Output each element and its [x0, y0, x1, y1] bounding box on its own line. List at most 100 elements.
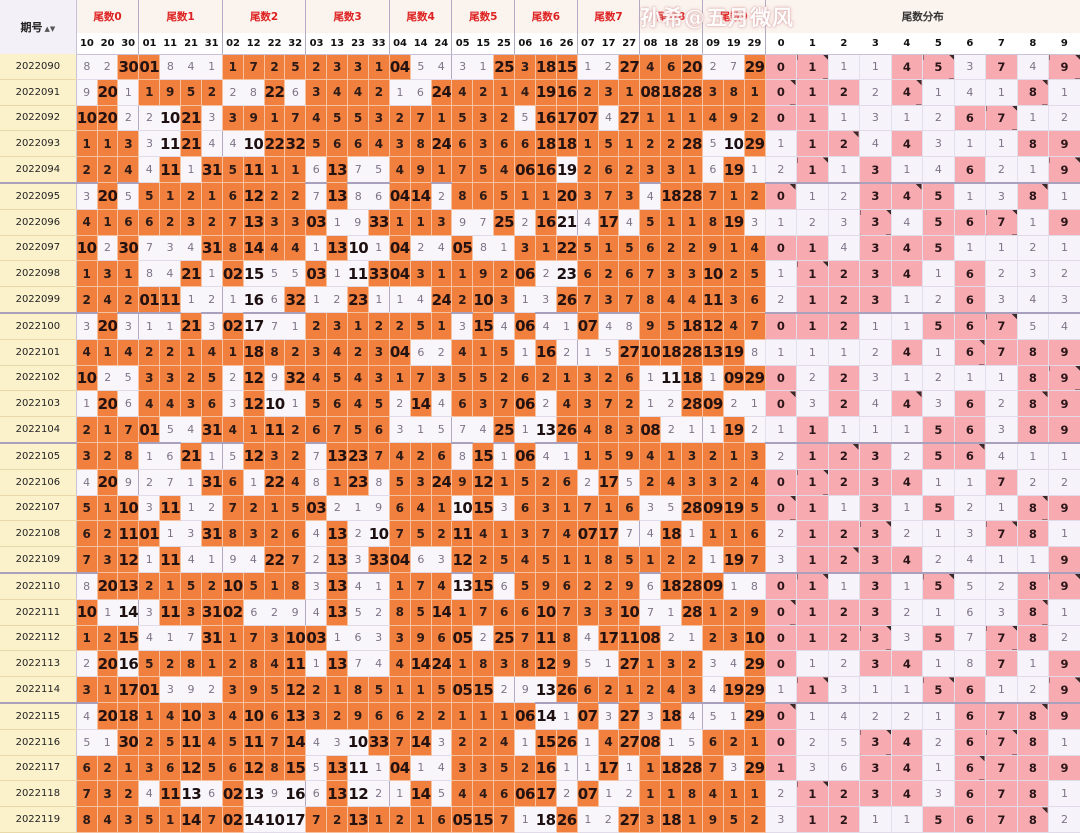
hit-cell: 13 [326, 156, 349, 184]
table-row[interactable]: 2022118 7 3 2 4 11 13 6 02 13 9 16 6 13 12 2 1 14 5 4 4 6 06 17… [0, 780, 1080, 808]
hit-cell: 1 [451, 702, 474, 730]
table-row[interactable]: 2022108 6 2 11 01 1 3 31 8 3 2 6 4 13 2 10 7 5 2 11 4 1 3 7 4 07 1… [0, 520, 1080, 548]
hit-cell: 20 [555, 182, 578, 210]
hit-cell: 05 [451, 234, 474, 262]
hit-cell: 7 [409, 364, 432, 392]
table-row[interactable]: 2022113 2 20 16 5 2 8 1 2 8 4 11 1 13 7 4 4 14 24 1 8 3 8 12 9 5 1… [0, 650, 1080, 678]
hit-cell: 7 [75, 546, 98, 574]
ball-number-header: 06 [514, 33, 536, 55]
omission-cell: 7 [472, 209, 494, 236]
omission-cell: 10 [243, 130, 265, 158]
omission-cell: 1 [388, 286, 411, 314]
distribution-hit-cell: 8 [1016, 806, 1049, 833]
distribution-cell: 3 [953, 54, 986, 80]
hit-cell: 1 [639, 754, 662, 782]
sort-arrow-icon[interactable]: ▲▼ [44, 25, 56, 33]
distribution-cell: 1 [859, 54, 892, 80]
hit-cell: 4 [388, 156, 411, 184]
table-row[interactable]: 2022109 7 3 12 1 11 4 1 9 4 22 7 2 13 3 33 04 6 3 12 2 5 4 5 1 1 8… [0, 546, 1080, 574]
distribution-hit-cell: 1 [796, 286, 829, 314]
hit-cell: 5 [409, 312, 432, 340]
distribution-cell: 3 [985, 181, 1018, 210]
hit-cell: 2 [472, 546, 495, 574]
table-row[interactable]: 2022107 5 1 10 3 11 1 2 7 2 1 5 03 2 1 9 6 4 1 10 15 3 6 3 1 7 1 6 3… [0, 494, 1080, 522]
distribution-hit-cell: 5 [922, 495, 955, 522]
distribution-hit-cell: 3 [859, 755, 892, 782]
table-row[interactable]: 2022114 3 1 17 01 3 9 2 3 9 5 12 2 1 8 5 1 1 5 05 15 2 9 13 26 6 2… [0, 676, 1080, 704]
omission-cell: 5 [410, 54, 432, 80]
table-row[interactable]: 2022115 4 20 18 1 4 10 3 4 10 6 13 3 2 9 6 6 2 2 1 1 1 06 14 1 07… [0, 701, 1080, 730]
hit-cell: 6 [743, 520, 766, 548]
table-body: 2022090 8 2 30 01 8 4 1 1 7 2 5 2 3 3 1 04 5 4 3 1 25 3 18 15 1 2 2… [0, 53, 1080, 833]
hit-cell: 18 [555, 130, 578, 158]
table-row[interactable]: 2022092 10 20 2 2 10 21 3 3 9 1 7 4 5 5 3 2 7 1 5 3 2 5 16 17 07 4… [0, 104, 1080, 132]
hit-cell: 05 [451, 806, 474, 833]
hit-cell: 6 [555, 572, 578, 600]
hit-cell: 7 [451, 156, 474, 184]
hit-cell: 2 [660, 234, 683, 262]
table-row[interactable]: 2022112 1 2 15 4 1 7 31 1 7 3 10 03 1 6 3 3 9 6 05 2 25 7 11 8 4 1… [0, 624, 1080, 652]
hit-cell: 14 [284, 728, 307, 756]
omission-cell: 17 [284, 806, 306, 833]
distribution-hit-cell: 7 [985, 105, 1018, 132]
hit-cell: 4 [743, 468, 766, 496]
omission-cell: 1 [639, 390, 661, 418]
table-row[interactable]: 2022102 10 2 5 3 3 2 5 2 12 9 32 4 5 4 3 1 7 3 5 5 2 6 2 1 3 2 6 1 11… [0, 364, 1080, 392]
table-row[interactable]: 2022096 4 1 6 6 2 3 2 7 13 3 3 03 1 9 33 1 1 3 9 7 25 2 16 21 4 17… [0, 208, 1080, 236]
table-row[interactable]: 2022091 9 20 1 1 9 5 2 2 8 22 6 3 4 4 2 1 6 24 4 2 1 4 19 16 2 3 1 0… [0, 78, 1080, 106]
omission-cell: 19 [556, 156, 578, 184]
table-row[interactable]: 2022104 2 1 7 01 5 4 31 4 1 11 2 6 7 5 6 3 1 5 7 4 25 1 13 26 4 8 3… [0, 416, 1080, 444]
omission-cell: 5 [431, 780, 452, 808]
issue-number: 2022103 [0, 390, 77, 418]
table-row[interactable]: 2022116 5 1 30 2 5 11 4 5 11 7 14 4 3 10 33 7 14 3 2 2 4 1 15 26… [0, 728, 1080, 756]
hit-cell: 2 [493, 104, 516, 132]
distribution-cell: 3 [764, 546, 797, 574]
distribution-cell: 5 [953, 571, 986, 600]
distribution-hit-cell: 6 [953, 755, 986, 782]
hit-cell: 3 [96, 780, 119, 808]
issue-column-header[interactable]: 期号 ▲▼ [0, 0, 77, 54]
hit-cell: 4 [326, 338, 349, 366]
distribution-cell: 1 [890, 156, 923, 184]
table-row[interactable]: 2022098 1 3 1 8 4 21 1 02 15 5 5 03 1 11 33 04 3 1 1 9 2 06 2 23… [0, 260, 1080, 288]
omission-cell: 2 [744, 416, 766, 444]
hit-cell: 18 [660, 520, 683, 548]
table-row[interactable]: 2022097 10 2 30 7 3 4 31 8 14 4 4 1 13 10 1 04 2 4 05 8 1 3 1 22… [0, 234, 1080, 262]
hit-cell: 01 [138, 676, 161, 704]
table-row[interactable]: 2022100 3 20 3 1 1 21 3 02 17 7 1 2 3 1 2 2 5 1 3 15 4 06 4 1 07 4… [0, 311, 1080, 340]
table-row[interactable]: 2022095 3 20 5 5 1 2 1 6 12 2 2 7 13 8 6 04 14 2 8 6 5 1 1 20 3 7 3… [0, 181, 1080, 210]
table-row[interactable]: 2022099 2 4 2 01 11 1 2 1 16 6 32 1 2 23 1 1 4 24 2 10 3 1 3 26 7… [0, 286, 1080, 314]
table-row[interactable]: 2022111 10 1 14 3 11 3 31 02 6 2 9 4 13 5 2 8 5 14 1 7 6 6 10 7 3… [0, 598, 1080, 626]
table-row[interactable]: 2022106 4 20 9 2 7 1 31 6 1 22 4 8 1 23 8 5 3 24 9 12 1 5 2 6 2 17… [0, 468, 1080, 496]
issue-number: 2022114 [0, 676, 77, 704]
hit-cell: 7 [409, 572, 432, 600]
distribution-hit-cell: 3 [859, 441, 892, 470]
hit-cell: 05 [451, 624, 474, 652]
hit-cell: 10 [75, 104, 98, 132]
hit-cell: 6 [138, 208, 161, 236]
table-row[interactable]: 2022090 8 2 30 01 8 4 1 1 7 2 5 2 3 3 1 04 5 4 3 1 25 3 18 15 1 2 2… [0, 53, 1080, 80]
table-row[interactable]: 2022119 8 4 3 5 1 14 7 02 14 10 17 7 2 13 1 2 1 6 05 15 7 1 18 2… [0, 806, 1080, 833]
table-row[interactable]: 2022094 2 2 4 4 11 1 31 5 11 1 1 6 13 7 5 4 9 1 7 5 4 06 16 19 2 6… [0, 156, 1080, 184]
omission-cell: 10 [368, 520, 390, 548]
distribution-hit-cell: 3 [859, 729, 892, 756]
hit-cell: 6 [284, 520, 307, 548]
distribution-cell: 1 [890, 495, 923, 522]
table-row[interactable]: 2022117 6 2 1 3 6 12 5 6 12 8 15 5 13 11 1 04 1 4 3 3 5 2 16 1 1 1… [0, 754, 1080, 782]
distribution-cell: 6 [827, 755, 860, 782]
table-row[interactable]: 2022093 1 1 3 3 11 21 4 4 10 22 32 5 6 6 4 3 8 24 6 3 6 6 18 18 1… [0, 130, 1080, 158]
table-row[interactable]: 2022105 3 2 8 1 6 21 1 5 12 3 2 7 13 23 7 4 2 6 8 15 1 06 4 1 1 5 9… [0, 441, 1080, 470]
omission-cell: 4 [493, 311, 515, 340]
table-row[interactable]: 2022103 1 20 6 4 4 3 6 3 12 10 1 5 6 4 5 2 14 4 6 3 7 06 2 4 3 7 2 1… [0, 390, 1080, 418]
omission-cell: 1 [514, 286, 536, 314]
omission-cell: 7 [264, 311, 285, 340]
hit-cell: 4 [305, 104, 328, 132]
table-row[interactable]: 2022101 4 1 4 2 2 1 4 1 18 8 2 3 4 2 3 04 6 2 4 1 5 1 16 2 1 5 27 10… [0, 338, 1080, 366]
hit-cell: 11 [159, 546, 182, 574]
table-row[interactable]: 2022110 8 20 13 2 1 5 2 10 5 1 8 3 13 4 1 1 7 4 13 15 6 5 9 6 2 2 9… [0, 571, 1080, 600]
hit-cell: 11 [701, 286, 724, 314]
hit-cell: 9 [451, 468, 474, 496]
hit-cell: 2 [388, 806, 411, 833]
hit-cell: 6 [493, 598, 516, 626]
hit-cell: 5 [451, 364, 474, 392]
